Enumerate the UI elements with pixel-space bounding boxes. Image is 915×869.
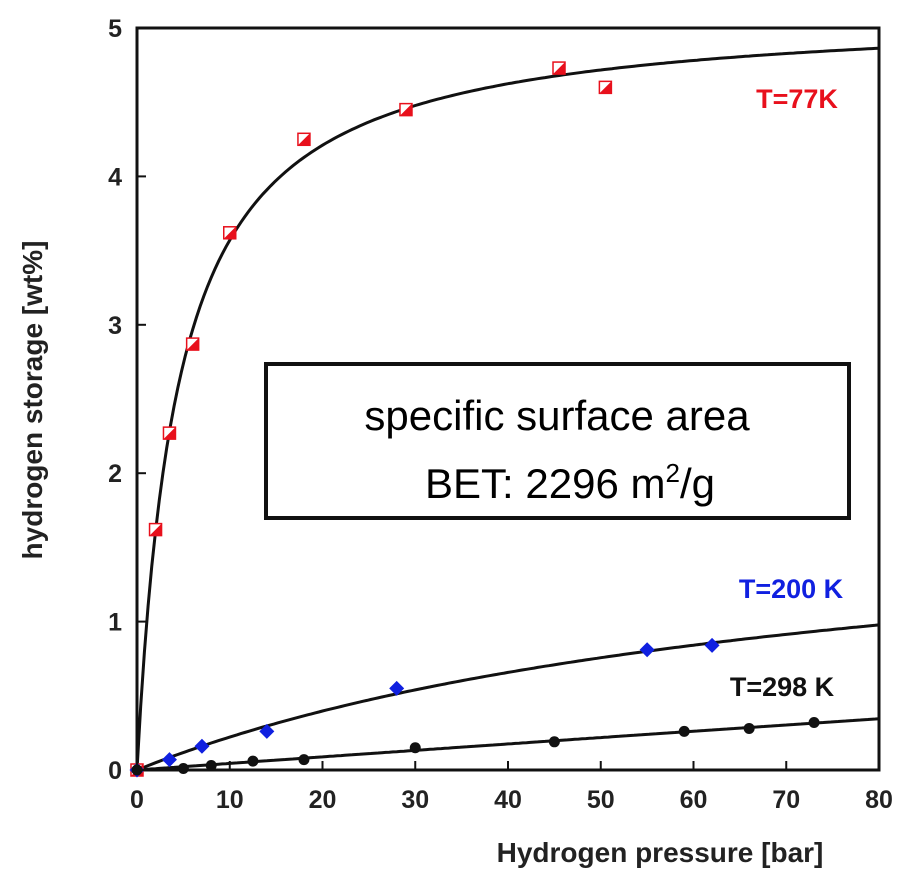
data-point [205,760,217,772]
y-axis-title: hydrogen storage [wt%] [17,241,48,560]
x-tick-label: 60 [680,786,708,814]
data-point [259,723,275,739]
x-tick-label: 10 [216,786,244,814]
data-point [161,752,177,768]
data-point [704,637,720,653]
data-point [223,226,237,240]
data-point [148,522,163,537]
y-axis-ticks: 0 1 2 3 4 5 [108,15,146,785]
data-point [808,717,820,729]
data-point [162,426,177,440]
marker-fill [553,62,566,75]
marker-fill [297,133,310,146]
data-point [639,642,655,658]
annotation-line2-prefix: BET: 2296 m [425,460,665,507]
data-point [247,755,259,767]
marker-fill [599,81,612,94]
x-tick-label: 40 [494,786,522,814]
data-point [743,722,755,734]
y-tick-label: 2 [108,460,122,488]
data-point [552,61,566,75]
marker-fill [399,103,412,116]
x-tick-label: 80 [865,786,893,814]
annotation-line1: specific surface area [364,392,750,439]
data-point [678,725,690,737]
y-tick-label: 4 [108,163,122,191]
y-tick-label: 1 [108,609,122,637]
data-point [298,754,310,766]
fit-curve-series-2 [136,717,880,772]
data-point [185,337,200,351]
annotation-box [264,362,851,520]
annotation-line2: BET: 2296 m2/g [425,458,715,507]
x-tick-label: 0 [130,786,144,814]
x-tick-label: 20 [309,786,337,814]
x-axis-title: Hydrogen pressure [bar] [497,837,824,868]
data-point [598,80,613,95]
fit-curve-series-0 [135,46,880,771]
y-tick-label: 3 [108,312,122,340]
data-point [548,736,560,748]
series-label-298k: T=298 K [730,672,835,702]
x-tick-label: 70 [772,786,800,814]
x-axis-ticks: 0 10 20 30 40 50 60 70 80 [130,761,893,814]
annotation-line2-suffix: /g [680,460,715,507]
marker-fill [223,226,236,239]
bet-annotation: specific surface area BET: 2296 m2/g [264,362,851,520]
data-points [129,61,820,778]
marker-fill [163,427,176,440]
data-point [409,742,421,754]
annotation-superscript: 2 [665,458,679,488]
fit-curve-series-1 [136,623,880,772]
series-label-77k: T=77K [756,84,838,114]
marker-fill [149,523,162,536]
y-tick-label: 0 [108,757,122,785]
data-point [194,738,210,754]
x-tick-label: 30 [401,786,429,814]
fit-curves [135,46,880,772]
y-tick-label: 5 [108,15,122,43]
data-point [399,102,413,117]
data-point [177,763,189,775]
marker-fill [186,338,199,351]
series-label-200k: T=200 K [739,574,844,604]
data-point [297,132,311,147]
x-tick-label: 50 [587,786,615,814]
data-point [389,680,405,696]
